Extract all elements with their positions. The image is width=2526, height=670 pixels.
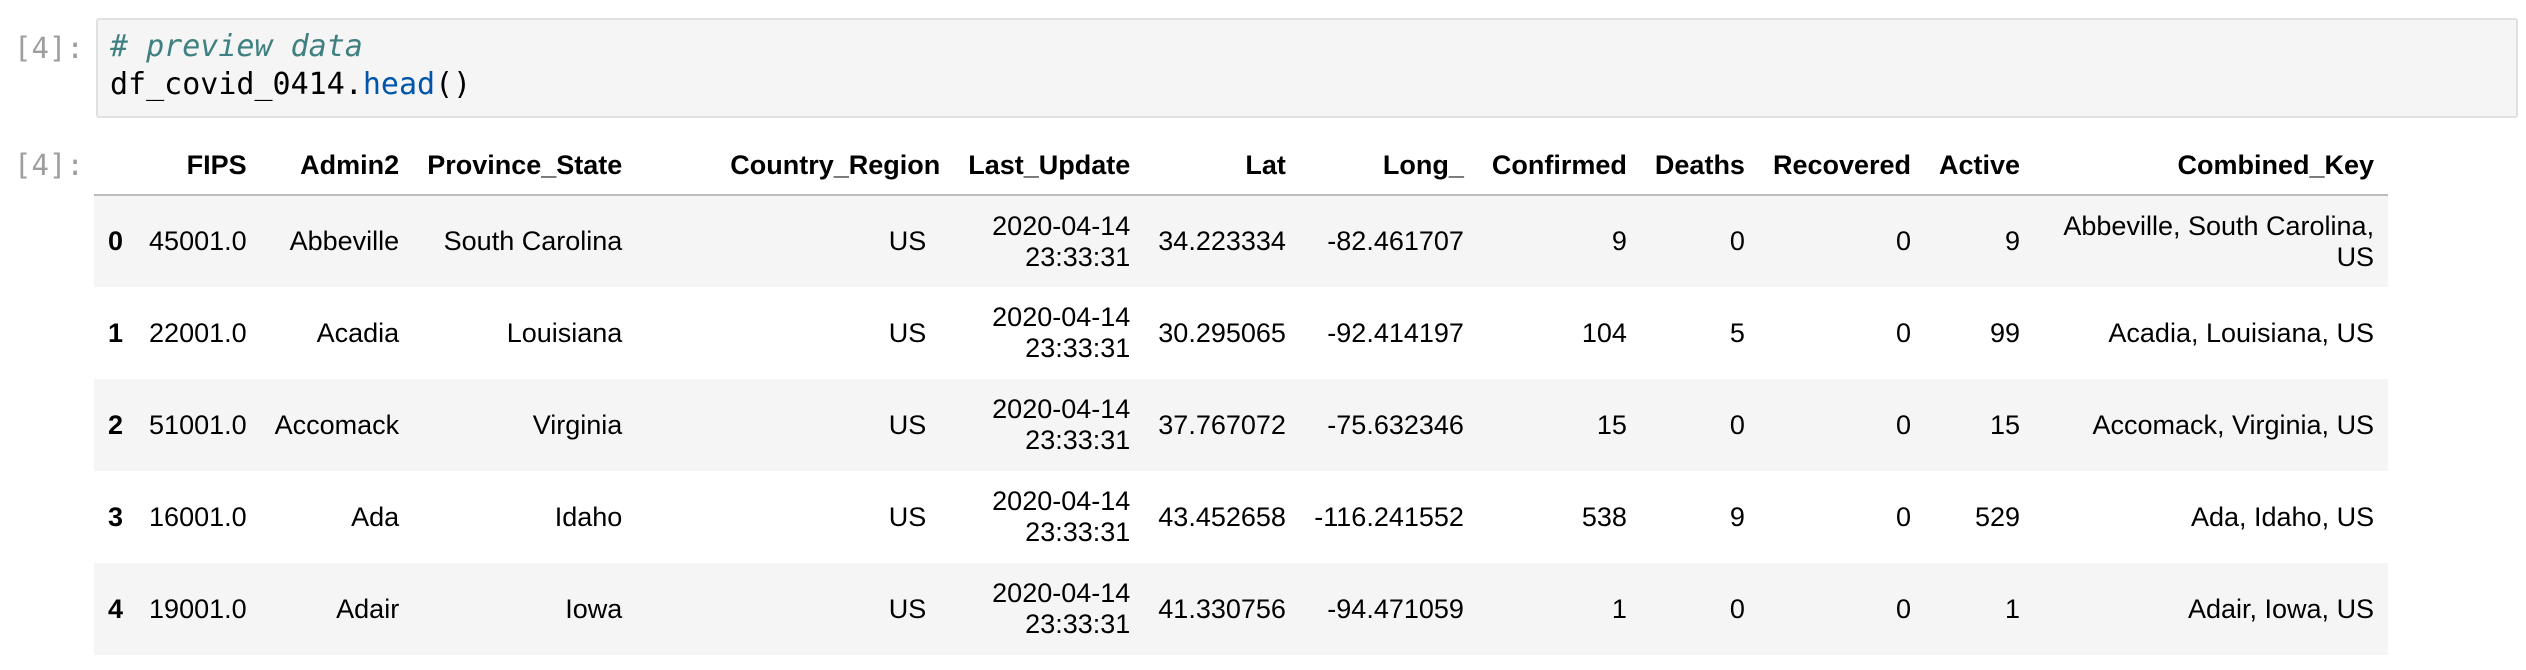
- row-index: 0: [108, 226, 124, 256]
- cell-admin2: Accomack: [274, 409, 400, 440]
- cell-long: -94.471059: [1327, 593, 1464, 624]
- cell-combined-key: Accomack, Virginia, US: [2092, 409, 2375, 440]
- row-index: 1: [108, 317, 124, 348]
- table-row: 1 22001.0 Acadia Louisiana US 2020-04-14 23:3…: [94, 287, 2389, 379]
- output-prompt: [4]:: [14, 148, 84, 182]
- cell-fips: 45001.0: [149, 226, 247, 256]
- column-header-lat: Lat: [1144, 134, 1300, 196]
- row-index: 3: [108, 501, 124, 532]
- cell-lat: 37.767072: [1158, 409, 1286, 440]
- cell-country-region: US: [888, 593, 927, 624]
- cell-deaths: 9: [1729, 501, 1745, 532]
- cell-combined-key: Abbeville, South Carolina, US: [2063, 210, 2375, 272]
- cell-lat: 34.223334: [1158, 226, 1286, 256]
- table-row: 3 16001.0 Ada Idaho US 2020-04-14 23:33:31 43.…: [94, 471, 2389, 563]
- cell-confirmed: 1: [1611, 593, 1627, 624]
- cell-province-state: Idaho: [554, 501, 623, 532]
- cell-recovered: 0: [1896, 409, 1912, 440]
- output-area: FIPS Admin2 Province_State Country_Regio…: [94, 134, 2389, 655]
- cell-country-region: US: [888, 226, 927, 256]
- cell-fips: 22001.0: [149, 317, 247, 348]
- row-index: 2: [108, 409, 124, 440]
- cell-admin2: Abbeville: [289, 226, 400, 256]
- cell-fips: 16001.0: [149, 501, 247, 532]
- column-header-fips: FIPS: [135, 134, 261, 196]
- cell-recovered: 0: [1896, 226, 1912, 256]
- cell-active: 9: [2005, 226, 2021, 256]
- cell-lat: 43.452658: [1158, 501, 1286, 532]
- cell-last-update: 2020-04-14 23:33:31: [992, 302, 1131, 363]
- cell-confirmed: 538: [1581, 501, 1627, 532]
- cell-deaths: 0: [1729, 593, 1745, 624]
- cell-deaths: 0: [1729, 226, 1745, 256]
- column-header-index: [94, 134, 136, 196]
- cell-active: 529: [1975, 501, 2021, 532]
- table-row: 0 45001.0 Abbeville South Carolina US 2020-04…: [94, 195, 2389, 287]
- cell-combined-key: Ada, Idaho, US: [2190, 501, 2375, 532]
- code-method: head: [362, 67, 436, 102]
- code-input-cell[interactable]: # preview data df_covid_0414.head(): [96, 18, 2518, 118]
- code-comment: # preview data: [110, 29, 363, 64]
- column-header-confirmed: Confirmed: [1477, 134, 1641, 196]
- cell-recovered: 0: [1896, 593, 1912, 624]
- cell-fips: 51001.0: [149, 409, 247, 440]
- column-header-deaths: Deaths: [1640, 134, 1759, 196]
- cell-long: -82.461707: [1327, 226, 1464, 256]
- column-header-recovered: Recovered: [1758, 134, 1926, 196]
- cell-admin2: Adair: [336, 593, 400, 624]
- cell-combined-key: Acadia, Louisiana, US: [2108, 317, 2375, 348]
- column-header-last-update: Last_Update: [940, 134, 1145, 196]
- cell-province-state: South Carolina: [443, 226, 623, 256]
- cell-recovered: 0: [1896, 501, 1912, 532]
- column-header-active: Active: [1925, 134, 2035, 196]
- cell-province-state: Virginia: [532, 409, 623, 440]
- cell-recovered: 0: [1896, 317, 1912, 348]
- cell-long: -92.414197: [1327, 317, 1464, 348]
- cell-active: 99: [1990, 317, 2021, 348]
- cell-confirmed: 15: [1596, 409, 1627, 440]
- column-header-long: Long_: [1299, 134, 1478, 196]
- table-header-row: FIPS Admin2 Province_State Country_Regio…: [94, 134, 2389, 196]
- cell-last-update: 2020-04-14 23:33:31: [992, 486, 1131, 547]
- table-row: 4 19001.0 Adair Iowa US 2020-04-14 23:33:31 41…: [94, 563, 2389, 655]
- cell-last-update: 2020-04-14 23:33:31: [992, 578, 1131, 639]
- input-prompt: [4]:: [14, 31, 84, 65]
- cell-admin2: Ada: [351, 501, 400, 532]
- code-editor[interactable]: # preview data df_covid_0414.head(): [110, 28, 471, 104]
- cell-active: 1: [2005, 593, 2021, 624]
- cell-province-state: Louisiana: [506, 317, 623, 348]
- row-index: 4: [108, 593, 124, 624]
- cell-deaths: 0: [1729, 409, 1745, 440]
- cell-confirmed: 104: [1581, 317, 1627, 348]
- cell-lat: 41.330756: [1158, 593, 1286, 624]
- cell-confirmed: 9: [1611, 226, 1627, 256]
- cell-lat: 30.295065: [1158, 317, 1286, 348]
- column-header-combined-key: Combined_Key: [2034, 134, 2389, 196]
- cell-country-region: US: [888, 501, 927, 532]
- cell-admin2: Acadia: [316, 317, 400, 348]
- column-header-province-state: Province_State: [413, 134, 637, 196]
- cell-province-state: Iowa: [565, 593, 623, 624]
- cell-last-update: 2020-04-14 23:33:31: [992, 210, 1131, 272]
- cell-combined-key: Adair, Iowa, US: [2187, 593, 2375, 624]
- cell-deaths: 5: [1729, 317, 1745, 348]
- cell-country-region: US: [888, 317, 927, 348]
- cell-long: -116.241552: [1314, 501, 1464, 532]
- cell-last-update: 2020-04-14 23:33:31: [992, 394, 1131, 455]
- dataframe-table: FIPS Admin2 Province_State Country_Regio…: [94, 134, 2389, 655]
- cell-country-region: US: [888, 409, 927, 440]
- column-header-admin2: Admin2: [260, 134, 414, 196]
- code-object: df_covid_0414.: [110, 67, 363, 102]
- cell-long: -75.632346: [1327, 409, 1464, 440]
- cell-fips: 19001.0: [149, 593, 247, 624]
- code-parens: (): [435, 67, 472, 102]
- column-header-country-region: Country_Region: [636, 134, 941, 196]
- cell-active: 15: [1990, 409, 2021, 440]
- table-row: 2 51001.0 Accomack Virginia US 2020-04-14 23:…: [94, 379, 2389, 471]
